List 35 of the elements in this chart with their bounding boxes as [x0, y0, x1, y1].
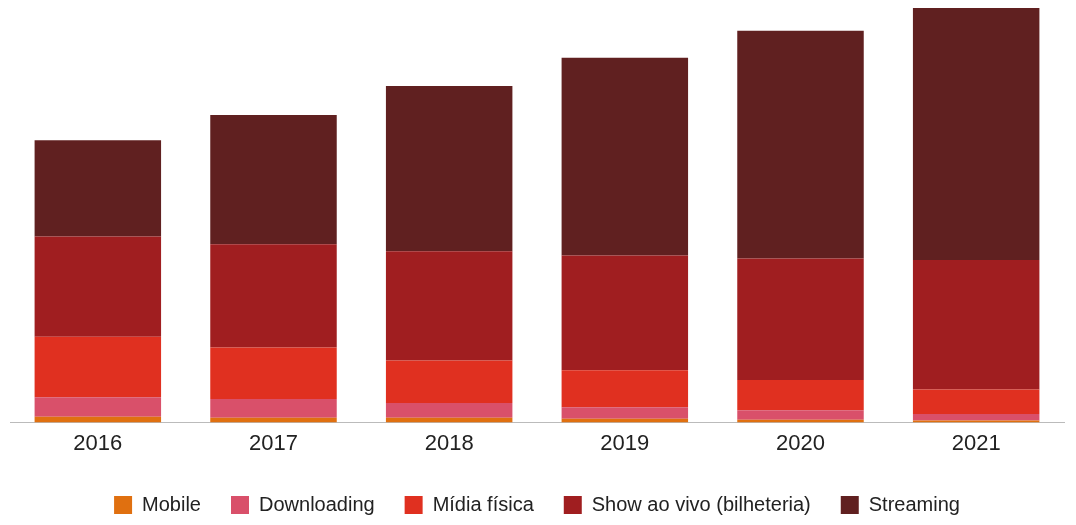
- x-tick-label: 2020: [776, 429, 825, 455]
- x-tick-label: 2021: [951, 429, 1001, 455]
- bar: [912, 8, 1040, 261]
- bar: [737, 258, 864, 380]
- bar: [34, 397, 162, 417]
- bar: [210, 244, 337, 348]
- bar: [737, 30, 864, 259]
- bar: [561, 255, 689, 371]
- bar: [34, 140, 162, 237]
- bar: [210, 114, 337, 245]
- bar: [912, 260, 1040, 390]
- bar: [385, 403, 513, 418]
- x-tick-label: 2016: [73, 429, 123, 455]
- bar: [34, 236, 162, 337]
- bar: [561, 407, 689, 419]
- bar: [912, 413, 1040, 421]
- bar: [385, 85, 513, 252]
- bar: [737, 379, 864, 411]
- bar: [385, 251, 513, 361]
- bar: [34, 336, 162, 398]
- bar: [737, 410, 864, 420]
- bar: [210, 347, 337, 399]
- bar: [912, 389, 1040, 414]
- bar: [561, 370, 689, 408]
- bar: [561, 57, 689, 256]
- legend-label: Streaming: [868, 492, 960, 515]
- x-tick-label: 2019: [600, 429, 650, 455]
- x-tick-label: 2018: [424, 429, 474, 455]
- bar: [385, 360, 513, 404]
- legend-label: Show ao vivo (bilheteria): [591, 492, 811, 515]
- legend-label: Mobile: [142, 492, 201, 515]
- bar: [210, 398, 337, 418]
- legend-label: Mídia física: [432, 492, 535, 515]
- x-tick-label: 2017: [249, 429, 298, 455]
- legend-label: Downloading: [259, 492, 375, 515]
